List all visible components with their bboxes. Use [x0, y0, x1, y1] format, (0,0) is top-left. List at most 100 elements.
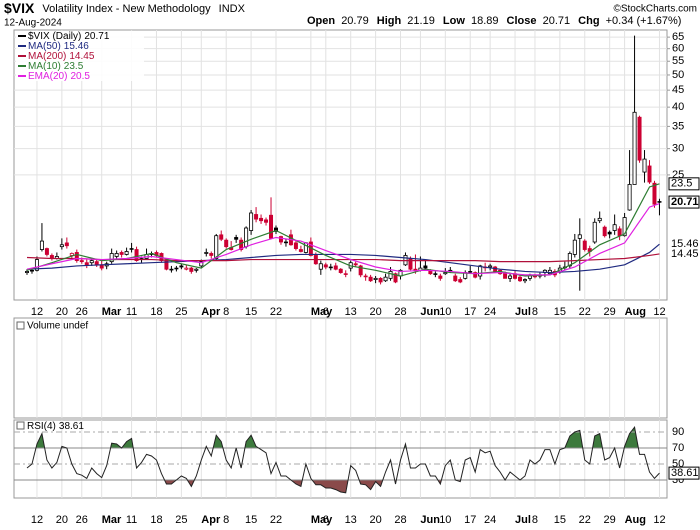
- candle-body: [388, 271, 393, 279]
- x-tick-label: 12: [653, 306, 665, 318]
- rsi-line: [26, 426, 660, 494]
- x-tick-label: Mar: [102, 306, 122, 318]
- rsi-tick-label: 70: [672, 442, 684, 454]
- value-box: [668, 195, 700, 209]
- header-line: $VIX Volatility Index - New Methodology …: [4, 0, 246, 16]
- x-tick-label: 8: [532, 306, 538, 318]
- legend-name: $VIX (Daily): [28, 31, 81, 42]
- candle-body: [323, 264, 328, 268]
- candle-body: [209, 253, 214, 256]
- panel-icon: [16, 421, 25, 430]
- legend-name: MA(10): [28, 61, 61, 72]
- candle-body: [29, 269, 34, 272]
- x-tick-label: 8: [223, 306, 229, 318]
- candle-body: [94, 261, 99, 266]
- candle-body: [488, 265, 493, 268]
- candle-body: [44, 248, 49, 255]
- legend-value: 15.46: [64, 41, 89, 52]
- candle-body: [134, 249, 139, 261]
- candle-body: [378, 277, 383, 283]
- candle-body: [433, 273, 438, 275]
- x-tick-label: 22: [270, 514, 282, 526]
- legend-name: MA(200): [28, 51, 66, 62]
- stat-label: High: [377, 15, 402, 27]
- y-tick-label: 35: [672, 120, 684, 132]
- candle-body: [194, 268, 199, 271]
- candle-body: [523, 279, 528, 282]
- x-tick-label: 8: [532, 514, 538, 526]
- legend-entry: $VIX (Daily) 20.71: [28, 31, 110, 42]
- candle-body: [453, 275, 458, 282]
- date: 12-Aug-2024: [4, 18, 62, 29]
- stat-label: Open: [307, 15, 335, 27]
- candle-body: [478, 265, 483, 277]
- stat-label: Low: [443, 15, 465, 27]
- candle-body: [597, 217, 602, 222]
- candle-body: [333, 265, 338, 270]
- panel-title: Volume undef: [27, 321, 88, 332]
- candle-body: [627, 184, 632, 211]
- legend-box: [16, 31, 144, 81]
- rsi-tick-label: 90: [672, 426, 684, 438]
- candle-body: [264, 219, 269, 223]
- candle-body: [652, 182, 657, 205]
- candle-body: [353, 263, 358, 266]
- candle-body: [189, 267, 194, 272]
- legend-entry: MA(200) 14.45: [28, 51, 95, 62]
- candle-body: [179, 265, 184, 268]
- candle-body: [224, 239, 229, 248]
- candle-body: [293, 242, 298, 249]
- candle-body: [508, 275, 513, 279]
- candle-body: [298, 249, 303, 252]
- candle-body: [577, 234, 582, 239]
- x-tick-label: 15: [554, 514, 566, 526]
- y-tick-label: 60: [672, 43, 684, 55]
- candle-body: [174, 267, 179, 270]
- ma-line: [26, 202, 660, 276]
- candle-body: [592, 221, 597, 243]
- x-tick-label: 12: [31, 306, 43, 318]
- x-tick-label: 6: [323, 514, 329, 526]
- candle-body: [114, 253, 119, 257]
- x-tick-label: 13: [345, 514, 357, 526]
- stat-value: 20.71: [543, 15, 571, 27]
- x-tick-label: 17: [464, 306, 476, 318]
- x-tick-label: Jun: [420, 306, 440, 318]
- candle-body: [642, 158, 647, 173]
- value-box: [668, 177, 700, 191]
- candle-body: [278, 236, 283, 243]
- candle-body: [612, 224, 617, 231]
- candle-body: [443, 272, 448, 275]
- candle-body: [368, 276, 373, 282]
- x-tick-label: 26: [76, 514, 88, 526]
- x-tick-label: 15: [245, 514, 257, 526]
- candle-body: [219, 234, 224, 240]
- candle-body: [129, 248, 134, 250]
- watermark: ©StockCharts.com: [613, 4, 697, 15]
- candle-body: [124, 251, 129, 255]
- candle-body: [572, 239, 577, 255]
- x-tick-label: Apr: [201, 514, 221, 526]
- value-box-label: 20.71: [671, 196, 699, 208]
- candle-body: [318, 263, 323, 270]
- x-tick-label: May: [311, 306, 333, 318]
- legend-value: 14.45: [69, 51, 94, 62]
- y-tick-label: 40: [672, 101, 684, 113]
- panel-frame: [13, 317, 668, 419]
- x-tick-label: 6: [323, 306, 329, 318]
- candle-body: [24, 271, 29, 273]
- candle-body: [239, 239, 244, 250]
- x-tick-label: 20: [369, 514, 381, 526]
- x-tick-label: 28: [394, 306, 406, 318]
- candle-body: [184, 267, 189, 270]
- x-tick-label: Mar: [102, 514, 122, 526]
- candle-body: [259, 217, 264, 222]
- x-tick-label: 29: [604, 514, 616, 526]
- candle-body: [328, 266, 333, 269]
- x-tick-label: 18: [150, 514, 162, 526]
- candle-body: [393, 273, 398, 283]
- rsi-name: RSI(4): [27, 421, 56, 432]
- candle-body: [632, 111, 637, 185]
- legend-entry: EMA(20) 20.5: [28, 71, 90, 82]
